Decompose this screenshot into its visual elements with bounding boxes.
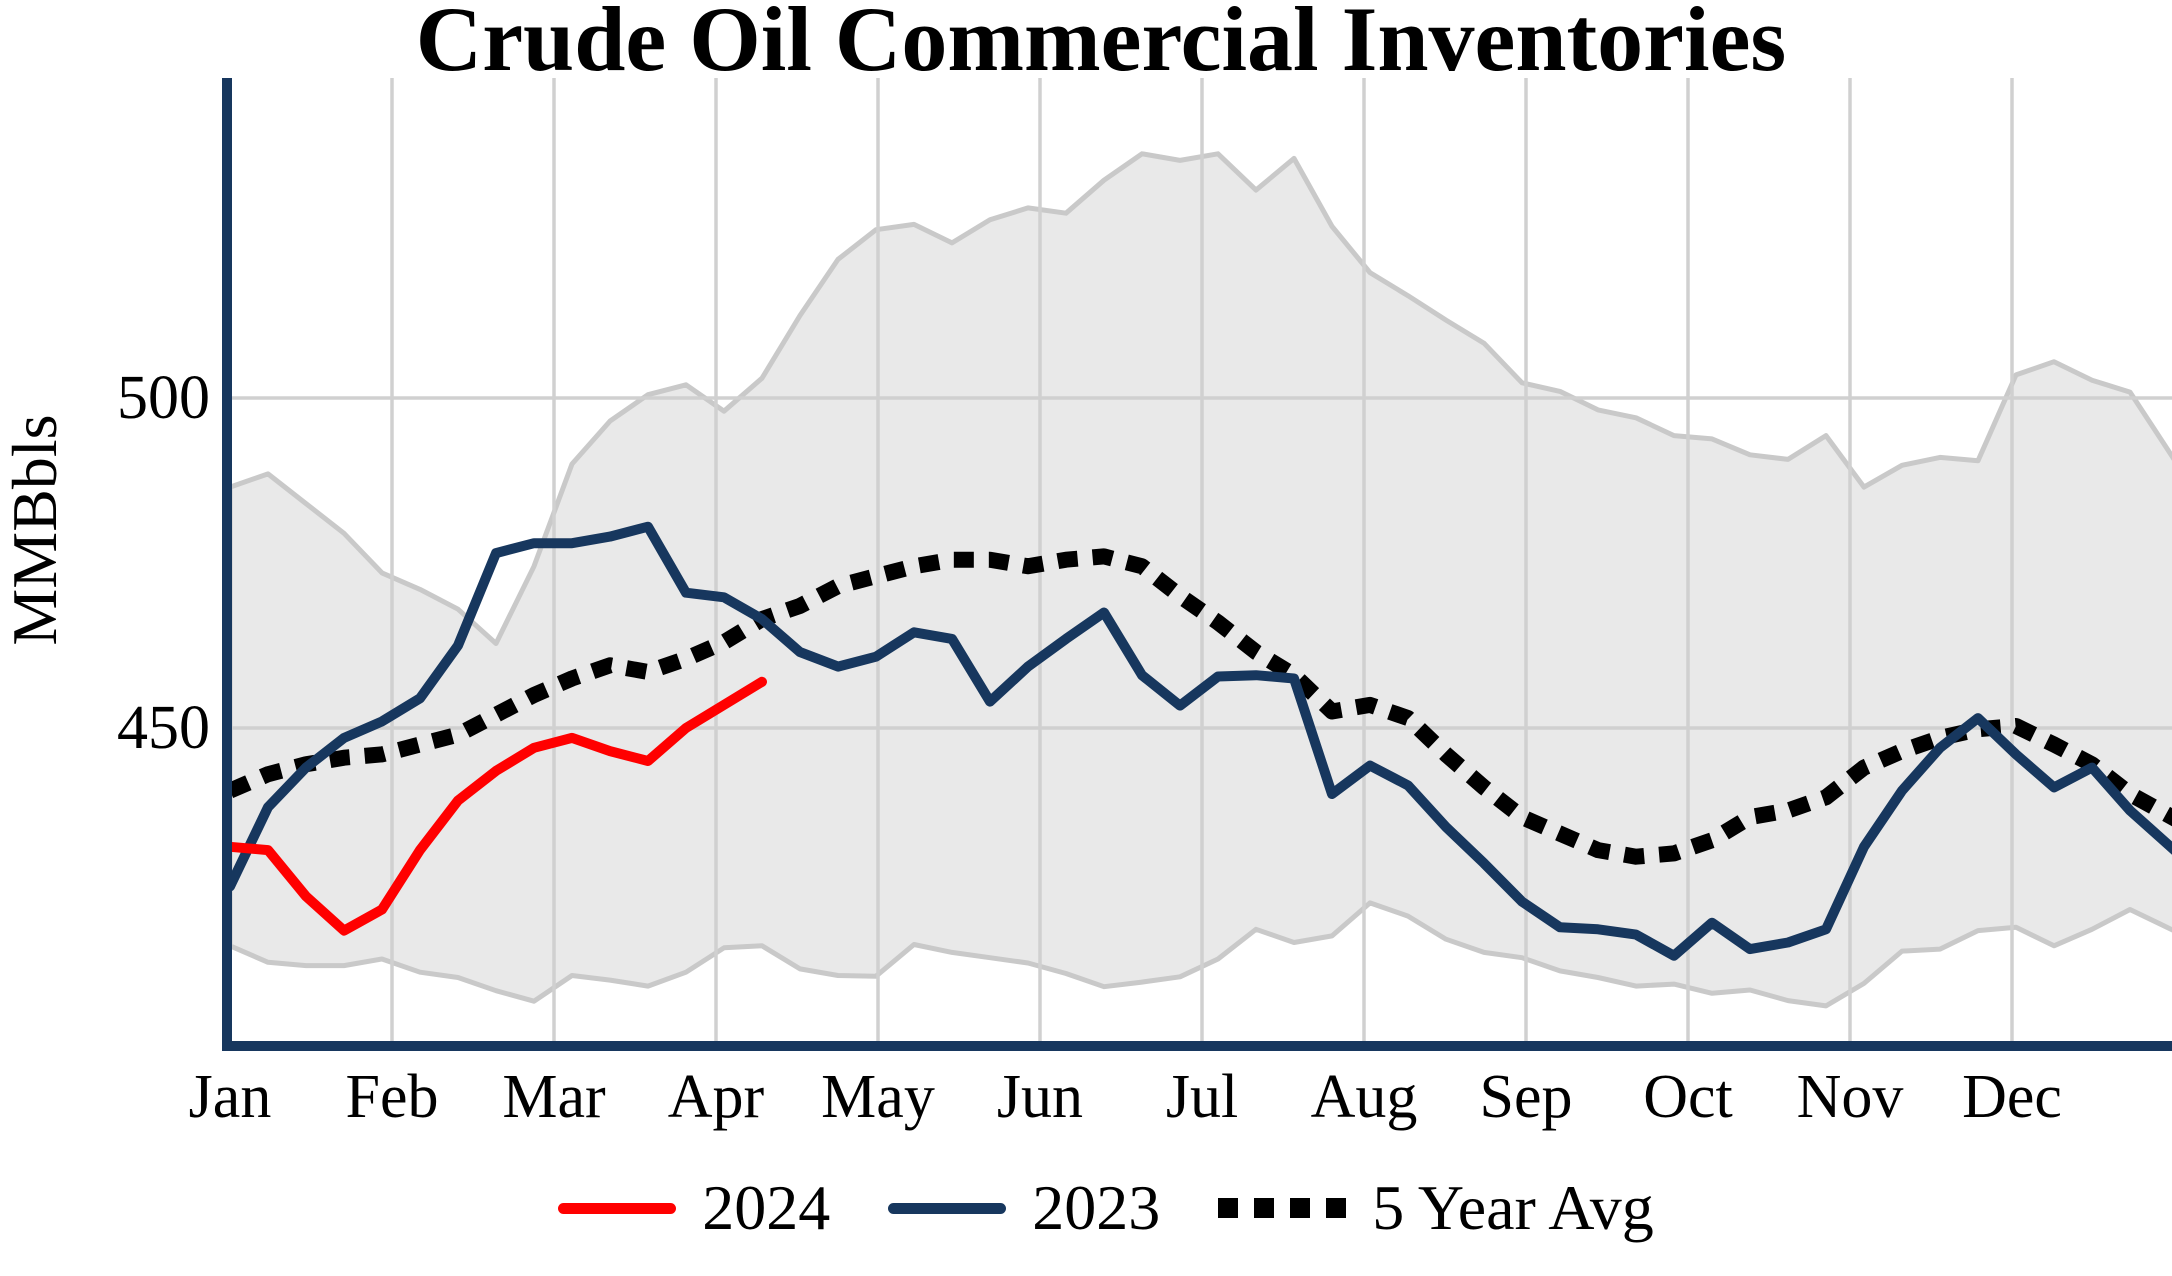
legend-label: 5 Year Avg bbox=[1372, 1172, 1654, 1243]
x-tick-label-mar: Mar bbox=[502, 1063, 606, 1131]
series-line-5-year-avg bbox=[226, 548, 2172, 865]
legend-swatch-solid-line bbox=[558, 1202, 677, 1214]
legend-label: 2023 bbox=[1032, 1172, 1161, 1243]
y-axis-line bbox=[222, 78, 232, 1051]
legend-item-2023: 2023 bbox=[888, 1168, 1160, 1248]
x-tick-label-nov: Nov bbox=[1796, 1063, 1904, 1131]
y-tick-label-500: 500 bbox=[117, 364, 210, 432]
legend-swatch-solid-line bbox=[888, 1202, 1007, 1214]
x-tick-label-dec: Dec bbox=[1962, 1063, 2062, 1131]
legend-label: 2024 bbox=[702, 1172, 831, 1243]
x-tick-label-sep: Sep bbox=[1479, 1063, 1573, 1131]
x-tick-label-may: May bbox=[821, 1063, 935, 1131]
y-tick-label-450: 450 bbox=[117, 694, 210, 762]
chart-title: Crude Oil Commercial Inventories bbox=[415, 0, 1787, 90]
legend-swatch-dotted-line bbox=[1218, 1198, 1347, 1218]
x-tick-label-oct: Oct bbox=[1643, 1063, 1733, 1131]
legend: 2024 2023 5 Year Avg bbox=[40, 1168, 2172, 1248]
x-tick-label-apr: Apr bbox=[667, 1063, 765, 1131]
legend-item-5-year-avg: 5 Year Avg bbox=[1218, 1168, 1654, 1248]
x-tick-label-jun: Jun bbox=[996, 1063, 1084, 1131]
x-tick-label-jan: Jan bbox=[188, 1063, 272, 1131]
series-line-2023 bbox=[225, 521, 2172, 961]
legend-item-2024: 2024 bbox=[558, 1168, 830, 1248]
x-axis-line bbox=[222, 1041, 2172, 1051]
series-line-2024 bbox=[225, 676, 767, 936]
x-tick-label-aug: Aug bbox=[1310, 1063, 1418, 1131]
x-tick-label-jul: Jul bbox=[1165, 1063, 1239, 1131]
x-tick-label-feb: Feb bbox=[345, 1063, 439, 1131]
